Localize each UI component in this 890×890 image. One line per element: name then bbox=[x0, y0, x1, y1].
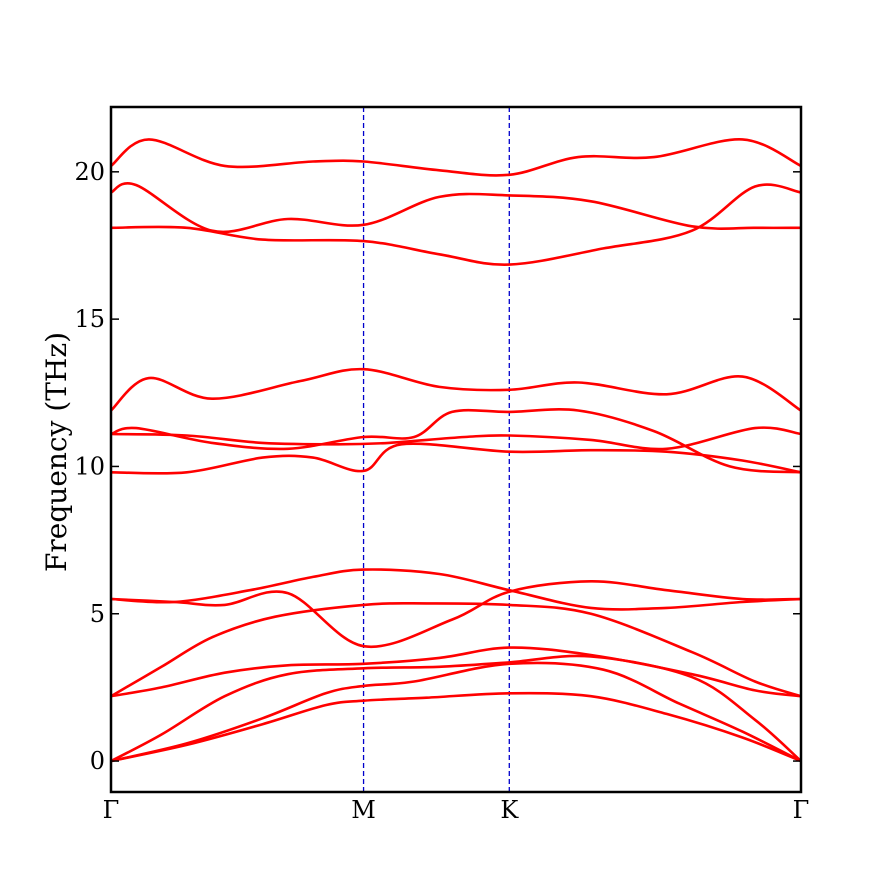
band-line-5 bbox=[110, 568, 802, 611]
band-lines bbox=[110, 138, 802, 763]
y-axis-ticks: 0 5 10 15 20 bbox=[74, 158, 801, 775]
x-tick-label: K bbox=[500, 796, 519, 824]
high-symmetry-lines bbox=[362, 107, 510, 792]
y-tick-label: 20 bbox=[74, 158, 105, 186]
band-line-12 bbox=[110, 182, 802, 234]
band-line-9 bbox=[110, 367, 802, 412]
y-tick-label: 15 bbox=[74, 305, 105, 333]
x-tick-label: Γ bbox=[793, 796, 810, 824]
y-tick-label: 10 bbox=[74, 452, 105, 480]
band-line-2 bbox=[110, 654, 802, 763]
band-line-8 bbox=[110, 408, 802, 474]
band-line-1 bbox=[110, 661, 802, 763]
band-line-11 bbox=[110, 183, 802, 266]
band-line-4 bbox=[110, 601, 802, 698]
x-tick-label: Γ bbox=[103, 796, 120, 824]
band-line-13 bbox=[110, 138, 802, 177]
y-tick-label: 0 bbox=[90, 747, 105, 775]
x-tick-label: M bbox=[351, 796, 376, 824]
band-line-0 bbox=[110, 691, 802, 763]
band-line-3 bbox=[110, 646, 802, 698]
plot-frame bbox=[109, 105, 803, 794]
band-line-7 bbox=[110, 442, 802, 475]
band-line-10 bbox=[110, 426, 802, 451]
y-tick-label: 5 bbox=[90, 600, 105, 628]
y-axis-label: Frequency (THz) bbox=[40, 332, 73, 572]
band-line-6 bbox=[110, 579, 802, 649]
